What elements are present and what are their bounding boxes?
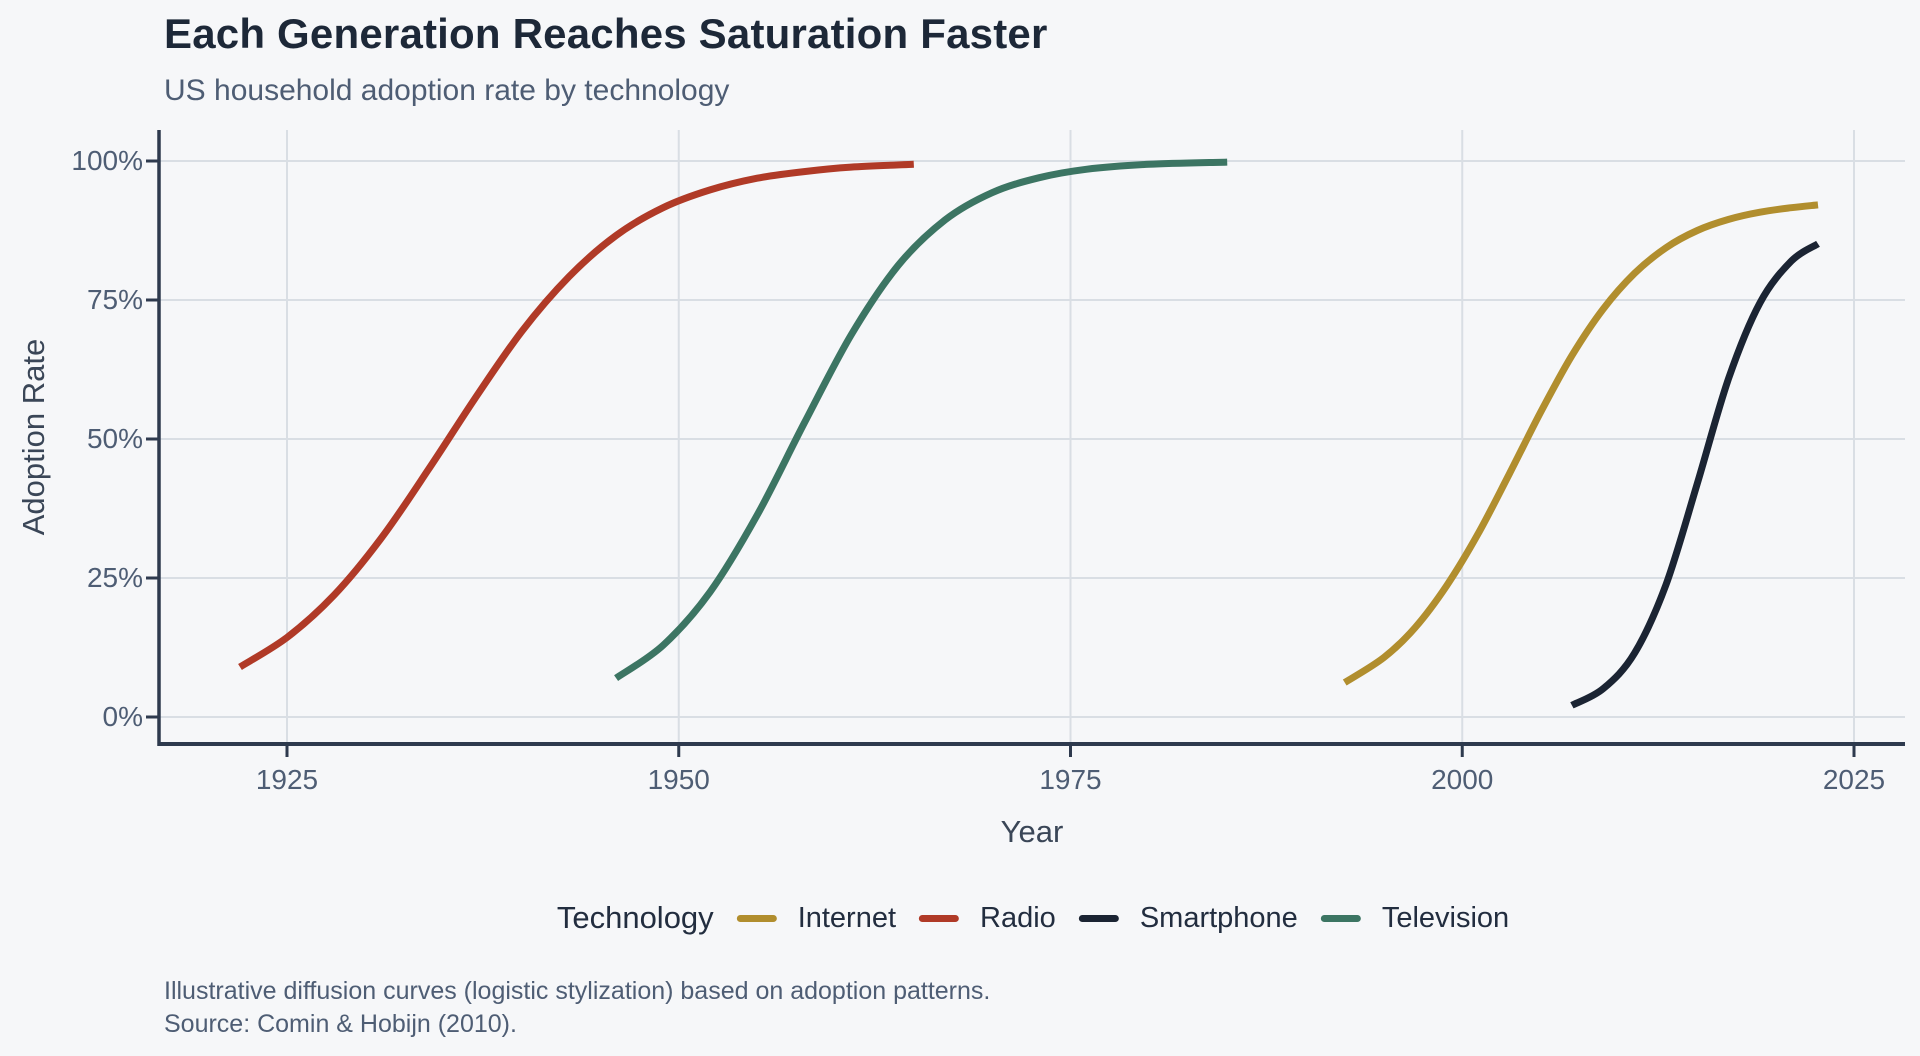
y-axis-title: Adoption Rate <box>16 338 51 536</box>
legend-key-line-television <box>1320 914 1361 922</box>
legend-item-television: Television <box>1320 901 1510 935</box>
x-axis-title: Year <box>1000 814 1064 849</box>
legend-item-smartphone: Smartphone <box>1078 901 1298 935</box>
legend-items: Internet Radio Smartphone Television <box>736 901 1510 935</box>
x-tick-label: 1950 <box>647 764 710 795</box>
legend-label: Television <box>1381 901 1510 934</box>
x-tick-label: 1925 <box>255 764 319 795</box>
x-tick-label: 2000 <box>1431 764 1494 795</box>
legend: Technology Internet Radio Smartphone Televi… <box>557 900 1509 936</box>
legend-label: Smartphone <box>1139 901 1298 934</box>
chart-title: Each Generation Reaches Saturation Faste… <box>164 10 1048 57</box>
series-line-smartphone <box>1570 240 1820 709</box>
legend-key-line-internet <box>736 914 777 922</box>
legend-label: Internet <box>797 901 897 934</box>
y-tick-label: 75% <box>86 284 143 315</box>
legend-key-line-smartphone <box>1078 914 1119 922</box>
y-tick-label: 25% <box>86 562 143 593</box>
y-tick-label: 100% <box>71 145 143 176</box>
chart-subtitle: US household adoption rate by technology <box>164 74 730 107</box>
series-line-television <box>614 158 1228 681</box>
caption-line-1: Illustrative diffusion curves (logistic … <box>164 977 991 1005</box>
y-tick-label: 0% <box>102 701 143 732</box>
x-tick-label: 1975 <box>1039 764 1102 795</box>
caption-line-2: Source: Comin & Hobijn (2010). <box>164 1010 517 1038</box>
series-line-internet <box>1342 201 1819 686</box>
caption: Illustrative diffusion curves (logistic … <box>164 975 990 1041</box>
legend-item-radio: Radio <box>919 902 1056 935</box>
legend-item-internet: Internet <box>736 901 897 935</box>
legend-title: Technology <box>556 900 714 935</box>
x-tick-label: 2025 <box>1822 764 1886 795</box>
y-tick-label: 50% <box>86 423 143 454</box>
legend-label: Radio <box>980 901 1056 934</box>
legend-key-line-radio <box>919 914 960 922</box>
series-line-radio <box>238 160 914 670</box>
